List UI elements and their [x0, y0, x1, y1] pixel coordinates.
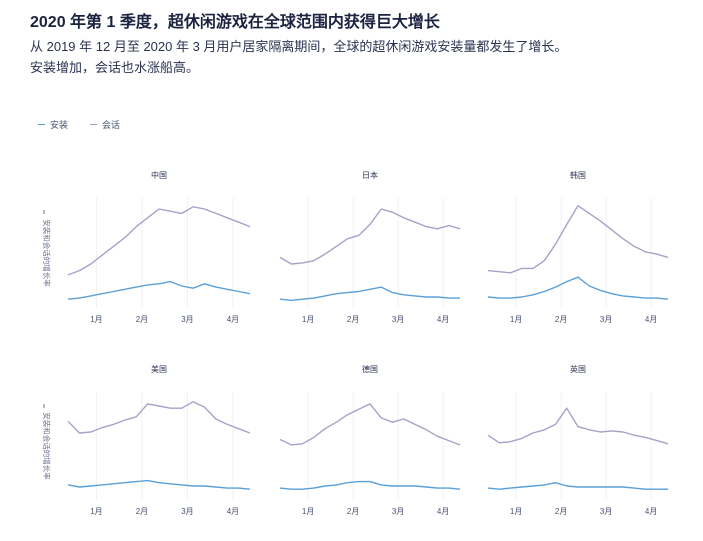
series-line-sessions-3 [487, 204, 669, 274]
legend-item-installs: 安装 [38, 118, 68, 131]
series-line-sessions-5 [279, 403, 461, 446]
panel-title-3: 韩国 [570, 170, 586, 180]
x-tick-label-2-3: 3月 [392, 315, 404, 324]
y-axis-label-4: 安装和会话的增长率 [42, 412, 52, 480]
series-line-installs-6 [487, 482, 668, 490]
x-tick-label-4-2: 2月 [136, 507, 148, 516]
legend-swatch-sessions [90, 123, 98, 126]
x-tick-label-6-4: 4月 [645, 507, 657, 516]
panel-title-6: 英国 [570, 364, 586, 374]
series-line-sessions-2 [279, 208, 461, 265]
x-tick-label-2-1: 1月 [302, 315, 314, 324]
legend-item-sessions: 会话 [90, 118, 120, 131]
chart-legend: 安装 会话 [38, 118, 120, 131]
panel-title-4: 美国 [151, 364, 167, 374]
x-tick-label-3-2: 2月 [555, 315, 567, 324]
x-tick-label-5-3: 3月 [392, 507, 404, 516]
x-tick-label-1-1: 1月 [90, 315, 102, 324]
x-tick-label-3-1: 1月 [510, 315, 522, 324]
page-title: 2020 年第 1 季度，超休闲游戏在全球范围内获得巨大增长 [30, 14, 440, 31]
x-tick-label-6-2: 2月 [555, 507, 567, 516]
x-tick-label-6-3: 3月 [600, 507, 612, 516]
legend-label-sessions: 会话 [102, 120, 121, 130]
x-tick-label-1-4: 4月 [227, 315, 239, 324]
x-tick-label-2-2: 2月 [347, 315, 359, 324]
x-tick-label-3-3: 3月 [600, 315, 612, 324]
page-subtitle-line2: 安装增加，会话也水涨船高。 [30, 60, 200, 75]
panel-title-2: 日本 [362, 170, 378, 180]
series-line-installs-3 [487, 276, 669, 300]
panel-title-5: 德国 [362, 364, 378, 374]
x-tick-label-4-1: 1月 [90, 507, 102, 516]
series-line-installs-4 [67, 479, 251, 490]
series-line-installs-2 [279, 286, 460, 301]
x-tick-label-3-4: 4月 [645, 315, 657, 324]
x-tick-label-6-1: 1月 [510, 507, 522, 516]
legend-label-installs: 安装 [50, 120, 69, 130]
panel-title-1: 中国 [151, 170, 167, 180]
x-tick-label-5-1: 1月 [302, 507, 314, 516]
series-line-installs-5 [279, 480, 461, 490]
x-tick-label-1-2: 2月 [136, 315, 148, 324]
x-tick-label-4-3: 3月 [181, 507, 193, 516]
series-line-sessions-6 [487, 407, 669, 445]
series-line-sessions-1 [67, 206, 251, 276]
series-line-installs-1 [67, 280, 251, 300]
x-tick-label-4-4: 4月 [227, 507, 239, 516]
x-tick-label-2-4: 4月 [437, 315, 449, 324]
x-tick-label-5-4: 4月 [437, 507, 449, 516]
x-tick-label-5-2: 2月 [347, 507, 359, 516]
page-subtitle-line1: 从 2019 年 12 月至 2020 年 3 月用户居家隔离期间，全球的超休闲… [30, 39, 568, 54]
series-line-sessions-4 [67, 401, 251, 434]
x-tick-label-1-3: 3月 [181, 315, 193, 324]
y-axis-label-1: 安装和会话的增长率 [42, 219, 52, 287]
legend-swatch-installs [38, 123, 45, 126]
